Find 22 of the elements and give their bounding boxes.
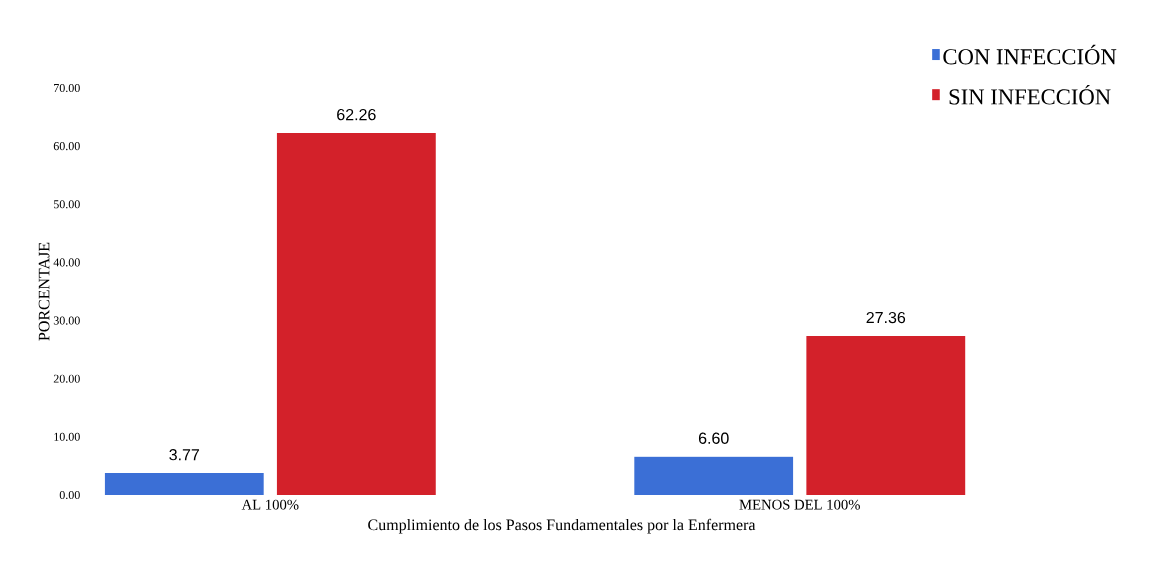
x-tick-label: AL 100% — [241, 499, 299, 510]
y-tick-label: 60.00 — [53, 142, 80, 151]
bar — [276, 133, 436, 495]
data-label: 62.26 — [337, 108, 376, 121]
legend-label: SIN INFECCIÓN — [949, 84, 1111, 105]
y-tick-label: 20.00 — [53, 374, 80, 383]
data-label: 27.36 — [866, 311, 906, 324]
y-tick-label: 70.00 — [54, 83, 80, 93]
legend-label: CON INFECCIÓN — [943, 44, 1117, 65]
y-tick-label: 0.00 — [59, 490, 80, 500]
y-tick-label: 30.00 — [53, 316, 80, 325]
data-label: 6.60 — [698, 432, 729, 444]
bar — [104, 473, 264, 495]
x-tick-label: MENOS DEL 100% — [739, 499, 860, 510]
bar — [806, 335, 966, 495]
y-tick-label: 40.00 — [53, 258, 80, 267]
y-tick-label: 50.00 — [53, 200, 80, 209]
bar — [634, 456, 794, 495]
x-axis-title: Cumplimiento de los Pasos Fundamentales por la Enfermera — [368, 518, 756, 534]
y-tick-label: 10.00 — [54, 432, 80, 441]
y-axis-title: PORCENTAJE — [38, 242, 50, 341]
data-label: 3.77 — [169, 449, 200, 461]
